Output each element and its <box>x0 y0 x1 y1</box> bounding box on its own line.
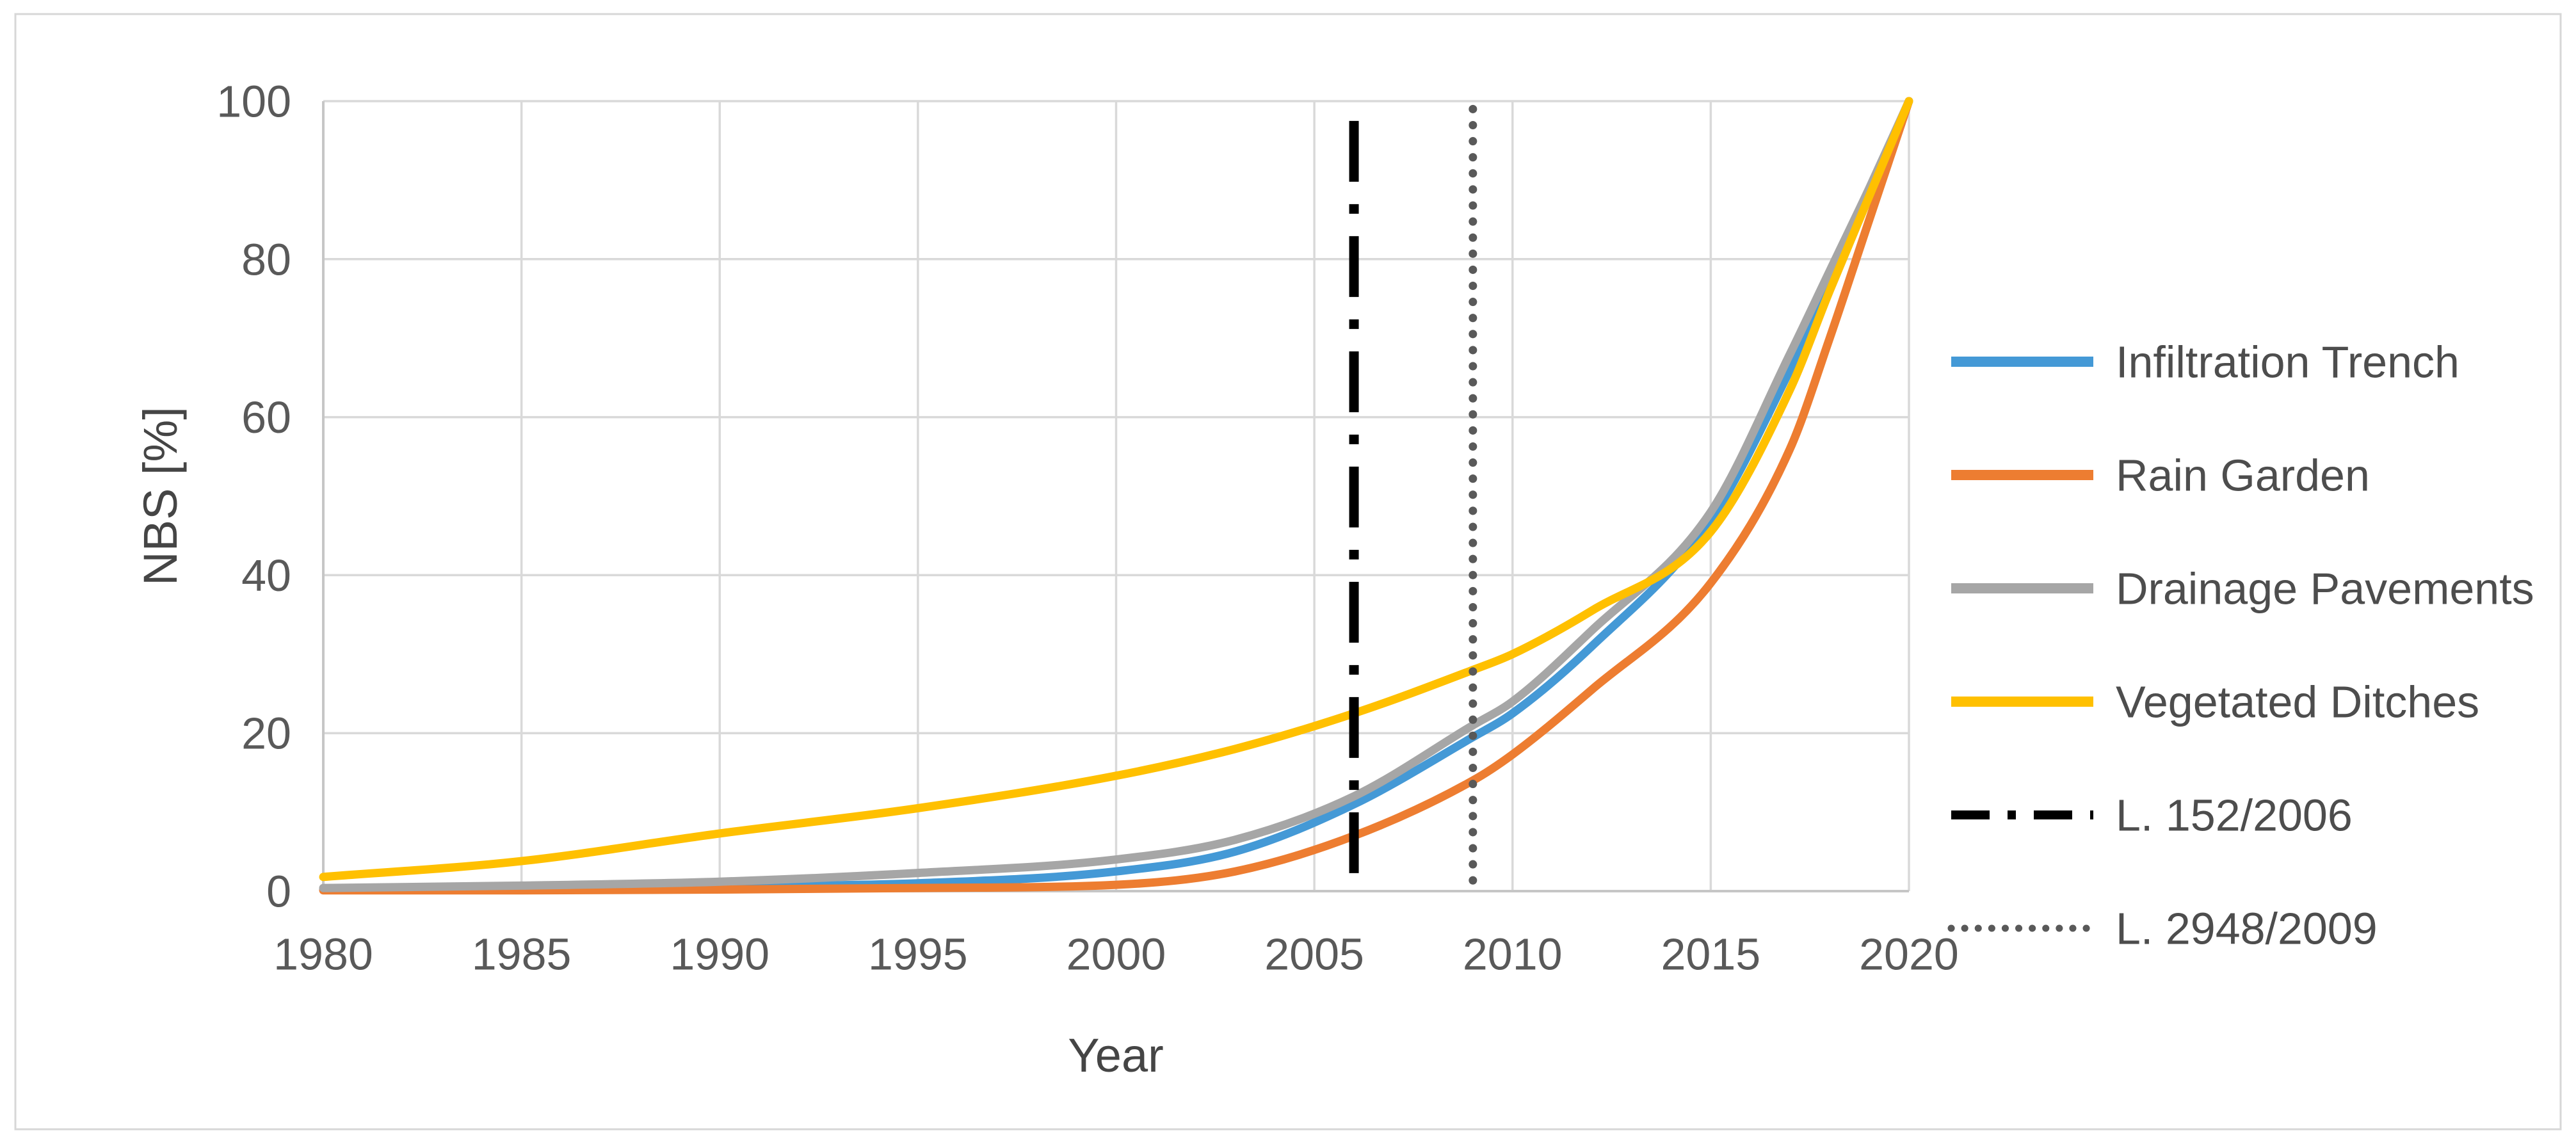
legend-label: L. 152/2006 <box>2116 791 2353 841</box>
y-tick-label: 100 <box>216 77 291 127</box>
data-series <box>319 97 1913 895</box>
y-tick-label: 60 <box>241 392 291 442</box>
legend-label: Infiltration Trench <box>2116 337 2459 387</box>
legend-item-drainage-pavements: Drainage Pavements <box>1951 564 2534 614</box>
legend-item-vegetated-ditches: Vegetated Ditches <box>1951 677 2479 727</box>
legend-label: L. 2948/2009 <box>2116 904 2378 954</box>
reference-lines <box>1349 104 1477 896</box>
legend-label: Drainage Pavements <box>2116 564 2534 614</box>
y-axis-tick-labels: 0 20 40 60 80 100 <box>216 77 291 917</box>
y-tick-label: 0 <box>266 867 291 917</box>
x-tick-label: 1985 <box>472 930 572 979</box>
x-axis-title: Year <box>1068 1029 1164 1082</box>
legend-item-rain-garden: Rain Garden <box>1951 451 2370 501</box>
legend-item-l-152-2006: L. 152/2006 <box>1951 791 2353 841</box>
y-tick-label: 40 <box>241 551 291 600</box>
x-tick-label: 1980 <box>273 930 373 979</box>
legend-label: Vegetated Ditches <box>2116 677 2479 727</box>
series-line-vegetated-ditches <box>319 97 1913 882</box>
x-tick-label: 2000 <box>1067 930 1166 979</box>
x-axis-tick-labels: 1980 1985 1990 1995 2000 2005 2010 2015 2020 <box>273 930 1959 979</box>
x-tick-label: 1995 <box>868 930 968 979</box>
chart-frame-border <box>14 13 2562 1131</box>
y-tick-label: 20 <box>241 709 291 759</box>
legend: Infiltration Trench Rain Garden Drainage P… <box>1947 337 2534 954</box>
x-tick-label: 2020 <box>1859 930 1959 979</box>
y-axis-title: NBS [%] <box>134 407 187 586</box>
y-tick-label: 80 <box>241 234 291 284</box>
series-line-drainage-pavements <box>319 97 1913 892</box>
legend-item-l-2948-2009: L. 2948/2009 <box>1947 904 2378 954</box>
legend-item-infiltration-trench: Infiltration Trench <box>1951 337 2459 387</box>
series-line-rain-garden <box>319 97 1913 895</box>
legend-label: Rain Garden <box>2116 451 2370 501</box>
x-tick-label: 2010 <box>1463 930 1563 979</box>
x-tick-label: 2005 <box>1264 930 1364 979</box>
x-tick-label: 1990 <box>670 930 769 979</box>
x-tick-label: 2015 <box>1661 930 1761 979</box>
